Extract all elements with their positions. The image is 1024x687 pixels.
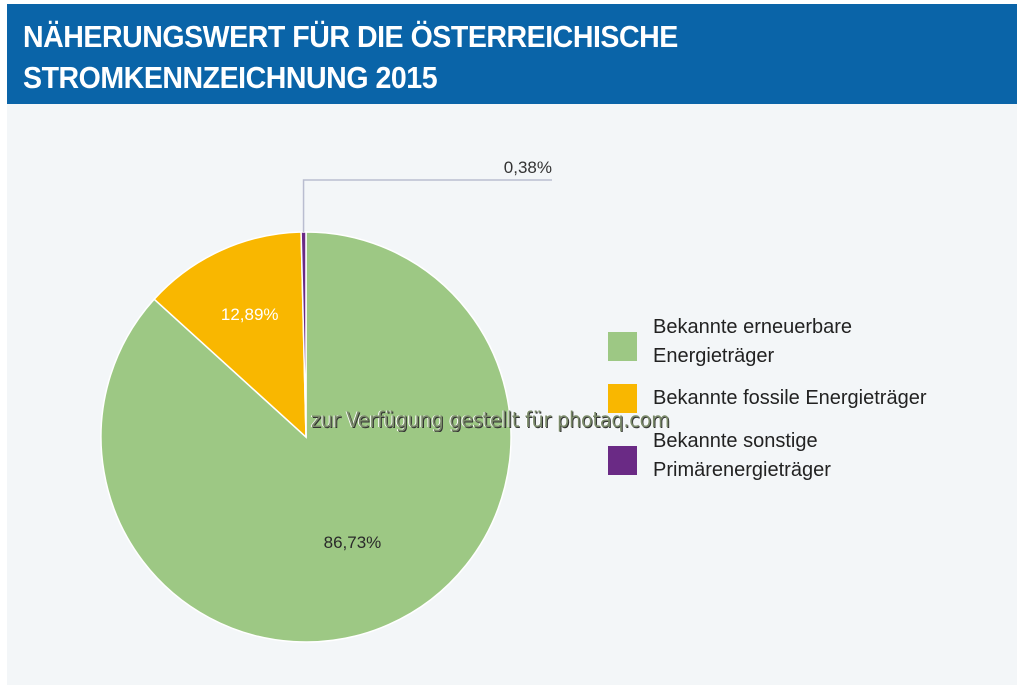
- watermark-text: zur Verfügung gestellt für photaq.com: [311, 408, 670, 432]
- legend-label-renewable-line2: Energieträger: [653, 345, 775, 367]
- data-label-other-primary: 0,38%: [504, 158, 552, 177]
- slice-fossil: [153, 231, 307, 439]
- legend-label-fossil: Bekannte fossile Energieträger: [653, 387, 927, 409]
- legend-label-other-primary-line2: Primärenergieträger: [653, 459, 831, 481]
- leader-line-other-primary: [302, 179, 552, 233]
- legend-label-other-primary-line1: Bekannte sonstige: [653, 430, 818, 452]
- legend-label-renewable-line1: Bekannte erneuerbare: [653, 316, 853, 338]
- legend-swatch-other-primary: [608, 446, 637, 475]
- chart-title-line-1: NÄHERUNGSWERT FÜR DIE ÖSTERREICHISCHE: [23, 19, 678, 54]
- chart-title-line-2: STROMKENNZEICHNUNG 2015: [23, 60, 438, 95]
- legend-swatch-fossil: [608, 384, 637, 413]
- data-label-renewable: 86,73%: [324, 533, 382, 552]
- legend-swatch-renewable: [608, 332, 637, 361]
- data-label-fossil: 12,89%: [221, 305, 279, 324]
- chart-header: NÄHERUNGSWERT FÜR DIE ÖSTERREICHISCHE ST…: [7, 4, 1017, 104]
